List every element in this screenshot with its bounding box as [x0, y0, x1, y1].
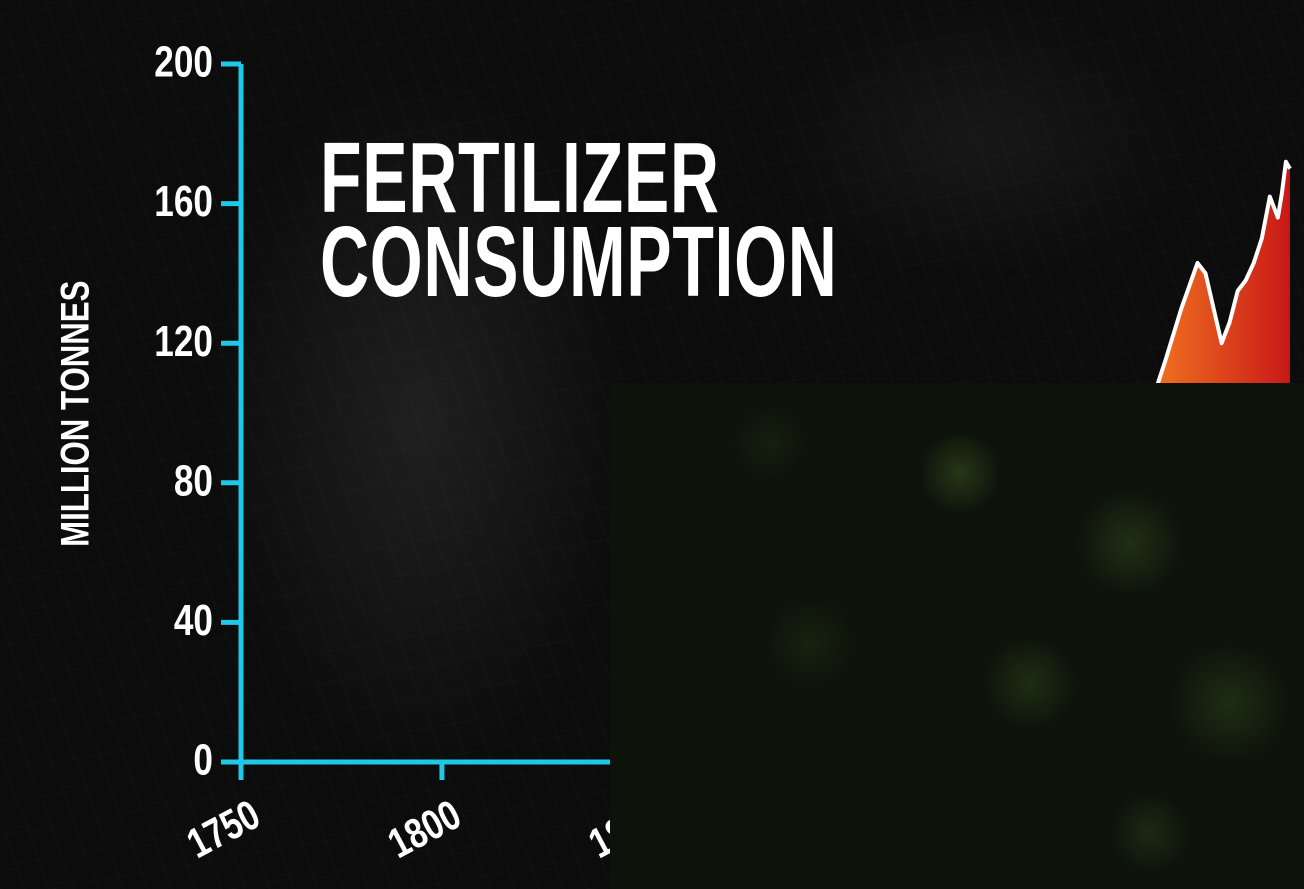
- x-tick-label: 1750: [180, 792, 268, 868]
- x-tick-label: 1800: [381, 792, 469, 868]
- y-tick-label: 0: [193, 736, 213, 785]
- y-tick-label: 120: [154, 317, 213, 366]
- chart-title: FERTILIZER CONSUMPTION: [320, 122, 838, 318]
- forest-photo-overlay: [610, 383, 1304, 889]
- area-line: [1155, 159, 1292, 386]
- y-tick-label: 40: [174, 596, 213, 645]
- y-tick-label: 80: [174, 457, 213, 506]
- y-tick-label: 160: [154, 178, 213, 227]
- y-axis-label: MILLION TONNES: [53, 281, 98, 547]
- y-tick-label: 200: [154, 38, 213, 87]
